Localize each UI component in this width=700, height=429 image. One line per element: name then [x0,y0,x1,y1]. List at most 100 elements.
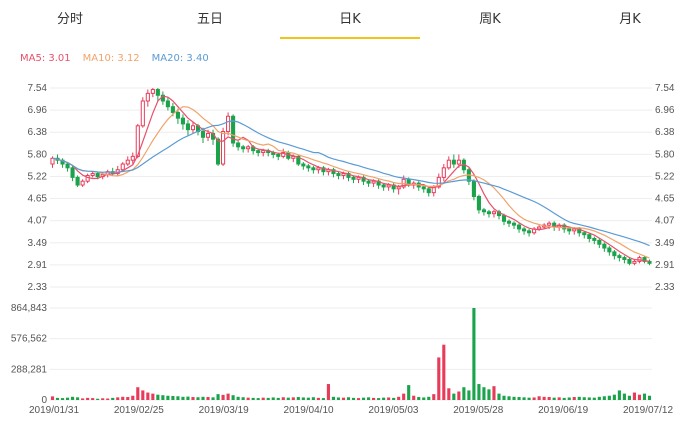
candle-body [356,176,361,180]
volume-bar [81,398,85,400]
price-tick-label-right: 5.22 [655,171,675,182]
period-tabs: 分时 五日 日K 周K 月K [0,0,700,40]
volume-tick-label: 0 [41,395,47,406]
tab-fenshi[interactable]: 分时 [56,12,83,27]
volume-bar [497,393,501,400]
volume-bar [196,397,200,400]
volume-bar [111,397,115,400]
tab-wuri[interactable]: 五日 [196,12,223,27]
tab-yuek[interactable]: 月K [619,12,641,27]
candle-body [481,209,486,213]
candle-body [95,173,100,178]
volume-bar [537,396,541,400]
price-tick-label-right: 2.33 [655,282,675,293]
volume-bar [432,394,436,400]
volume-bar [627,395,631,400]
volume-bar [592,397,596,400]
volume-bar [71,396,75,400]
volume-bar [382,397,386,400]
volume-bar [311,397,315,400]
price-tick-label-right: 6.38 [655,127,675,138]
volume-bar [547,397,551,400]
volume-bar [346,397,351,400]
volume-bar [66,397,70,400]
volume-bar [472,308,476,400]
volume-bar [427,396,431,400]
volume-bar [602,396,606,400]
volume-bar [532,397,536,400]
volume-bar [361,397,366,400]
volume-bar [166,395,170,400]
volume-bar [457,391,461,400]
volume-bar [246,397,250,400]
volume-bar [642,393,647,400]
date-tick-label: 2019/03/19 [199,405,249,416]
volume-bar [647,395,652,400]
candle-body [396,186,401,190]
candle-body [451,159,456,165]
volume-bar [487,389,491,400]
volume-bar [437,357,441,400]
volume-bar [236,396,240,400]
volume-bar [522,397,526,400]
candle-body [582,232,587,236]
volume-bar [126,397,130,400]
volume-bar [306,397,310,400]
candle-body [256,150,261,154]
price-tick-label-left: 3.49 [28,238,48,249]
candle-body [627,258,632,264]
candle-body [617,255,622,259]
tab-rik[interactable]: 日K [280,0,420,40]
volume-tick-label: 288,281 [11,364,48,375]
price-tick-label-left: 2.91 [28,260,48,271]
candle-body [130,155,135,161]
volume-bar [211,397,215,400]
tab-zhouk[interactable]: 周K [479,12,501,27]
volume-bar [131,395,135,400]
volume-bar [281,397,285,400]
volume-bar [76,397,80,400]
volume-bar [392,397,396,400]
volume-bar [492,386,496,400]
candle-body [205,132,211,138]
volume-bar [181,396,185,400]
candle-body [170,106,175,113]
volume-bar [241,397,245,400]
volume-bar [397,396,401,400]
candle-body [421,186,426,190]
candle-body [517,224,522,230]
candle-body [341,173,346,176]
volume-bar [617,390,621,400]
volume-bar [276,397,280,400]
candle-body [371,180,376,184]
volume-bar [412,395,416,400]
volume-bar [271,397,275,400]
volume-bar [422,397,426,400]
volume-bar [632,392,636,400]
candle-body [180,117,185,125]
volume-bar [477,384,481,400]
candle-body [602,243,607,249]
price-tick-label-left: 4.07 [28,216,48,227]
volume-bar [341,397,346,400]
volume-bar [572,397,576,400]
candle-body [175,111,180,119]
candle-body [476,195,481,211]
volume-bar [261,397,265,400]
volume-bar [567,397,571,400]
candle-body [426,188,431,194]
volume-bar [482,387,486,400]
candle-body [125,159,130,165]
candle-body [306,165,311,169]
candle-body [587,234,592,239]
volume-bar [86,397,90,400]
volume-bar [161,395,165,400]
price-tick-label-right: 6.96 [655,105,675,116]
candle-body [501,215,507,222]
volume-bar [221,394,225,400]
candle-body [622,257,627,260]
candle-body [486,211,492,215]
volume-bar [60,398,65,400]
date-tick-label: 2019/06/19 [538,405,588,416]
